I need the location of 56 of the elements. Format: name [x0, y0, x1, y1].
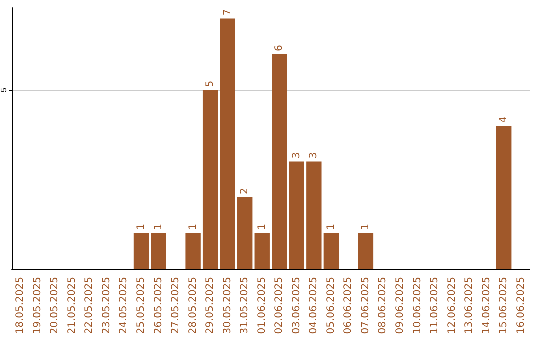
x-tick-label: 25.05.2025	[136, 277, 147, 334]
x-tick-label: 14.06.2025	[481, 277, 492, 334]
x-tick-label: 03.06.2025	[291, 277, 302, 334]
bar	[151, 233, 166, 269]
x-tick-label: 23.05.2025	[101, 277, 112, 334]
bar	[134, 233, 150, 269]
x-tick-label: 11.06.2025	[430, 277, 441, 334]
x-tick-label: 29.05.2025	[205, 277, 216, 334]
x-tick-label: 10.06.2025	[412, 277, 424, 334]
data-label: 1	[326, 224, 337, 230]
x-tick-label: 08.06.2025	[378, 277, 389, 334]
x-tick-label: 01.06.2025	[256, 277, 268, 334]
x-tick-label: 16.06.2025	[516, 277, 527, 334]
x-tick-label: 20.05.2025	[50, 277, 61, 334]
x-tick-label: 15.06.2025	[498, 277, 510, 334]
data-label: 1	[153, 224, 164, 230]
bar	[272, 54, 288, 269]
data-label: 1	[256, 224, 268, 230]
x-tick-label: 18.05.2025	[15, 277, 26, 334]
data-label: 5	[205, 80, 216, 88]
data-label: 1	[136, 224, 147, 230]
x-tick-label: 09.06.2025	[395, 277, 406, 334]
x-tick-label: 26.05.2025	[153, 277, 164, 334]
data-label: 1	[360, 224, 372, 230]
x-tick-label: 04.06.2025	[308, 277, 320, 334]
data-label: 4	[498, 116, 510, 123]
x-tick-label: 05.06.2025	[326, 277, 337, 334]
bar	[289, 162, 304, 269]
data-label: 3	[291, 152, 302, 159]
data-label: 1	[188, 224, 199, 230]
data-label: 7	[222, 9, 234, 16]
x-tick-label: 24.05.2025	[118, 277, 130, 334]
bar	[186, 233, 201, 269]
x-tick-label: 21.05.2025	[66, 277, 78, 334]
x-tick-label: 07.06.2025	[360, 277, 372, 334]
x-tick-label: 13.06.2025	[464, 277, 476, 334]
x-tick-label: 19.05.2025	[32, 277, 44, 334]
bar	[202, 90, 218, 269]
data-label: 2	[240, 188, 251, 194]
bar	[254, 233, 270, 269]
bar	[358, 233, 374, 269]
bar	[220, 18, 236, 269]
x-tick-label: 28.05.2025	[188, 277, 199, 334]
x-tick-label: 22.05.2025	[84, 277, 96, 334]
bar	[306, 162, 322, 269]
bar	[238, 197, 253, 269]
x-tick-label: 06.06.2025	[343, 277, 354, 334]
x-tick-label: 31.05.2025	[240, 277, 251, 334]
data-label: 3	[308, 152, 320, 159]
x-tick-label: 12.06.2025	[446, 277, 458, 334]
data-label: 6	[274, 45, 286, 52]
x-tick-label: 27.05.2025	[170, 277, 182, 334]
x-tick-label: 02.06.2025	[274, 277, 286, 334]
bar	[496, 126, 512, 269]
bar	[324, 233, 340, 269]
x-tick-label: 30.05.2025	[222, 277, 234, 334]
